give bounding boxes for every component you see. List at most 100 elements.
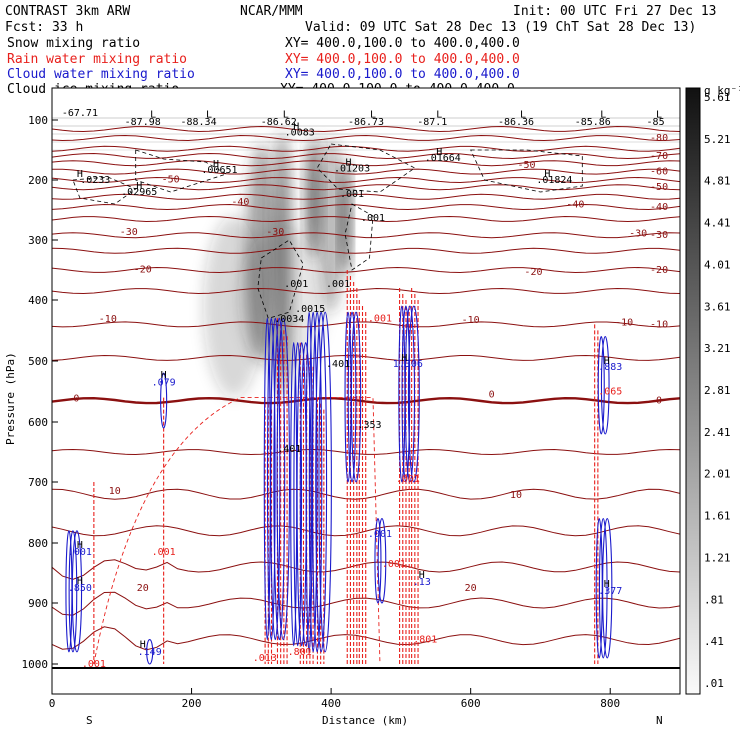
low-marker: L	[206, 110, 212, 121]
temp-contour-line	[52, 448, 680, 456]
snow-label: .001	[284, 279, 308, 290]
high-marker: H	[77, 540, 83, 551]
snow-label: .001	[340, 189, 364, 200]
cloud-water-label: .079	[152, 377, 176, 388]
low-marker: L	[150, 110, 156, 121]
cloud-water-label: .883	[598, 362, 622, 373]
model-title: CONTRAST 3km ARW	[5, 4, 130, 19]
temp-contour-line	[52, 152, 680, 160]
snow-contour-loop	[135, 149, 228, 193]
high-marker: H	[346, 158, 352, 169]
legend-cloudwater-name: Cloud water mixing ratio	[7, 67, 195, 82]
y-tick-label: 800	[28, 537, 48, 550]
temperature-contour-value: -30	[650, 230, 668, 241]
rain-label: .001	[382, 559, 406, 570]
cloud-water-contour	[347, 311, 357, 483]
snow-max-label: .01664	[425, 153, 461, 164]
colorbar-level-label: 4.81	[704, 175, 731, 188]
colorbar-level-label: 1.61	[704, 510, 731, 523]
y-tick-label: 1000	[22, 658, 49, 671]
x-tick-label: 800	[600, 697, 620, 710]
x-tick-label: 400	[321, 697, 341, 710]
ice-plume	[237, 228, 328, 374]
plot-content: -67.71 -87.98 -88.34 -86.62 -86.73 -87.1 -86.3…	[52, 108, 680, 670]
x-end-label-left: S	[86, 714, 93, 727]
temp-contour-line	[52, 145, 680, 152]
temperature-label: -40	[566, 200, 584, 211]
cloud-water-contour	[377, 518, 387, 604]
high-marker: H	[293, 122, 299, 133]
high-marker: H	[213, 159, 219, 170]
temperature-label: -50	[517, 160, 535, 171]
temp-contour-line	[52, 266, 680, 274]
colorbar-level-label: 2.81	[704, 384, 731, 397]
high-marker: H	[401, 353, 407, 364]
y-axis-label: Pressure (hPa)	[4, 352, 17, 445]
legend-rain-name: Rain water mixing ratio	[7, 52, 187, 67]
cloud-water-label: 1.306	[393, 359, 423, 370]
cloud-water-contour	[401, 305, 411, 483]
snow-label: .001	[361, 213, 385, 224]
high-marker: H	[419, 570, 425, 581]
cloud-water-contour	[299, 342, 312, 647]
temp-contour-line	[52, 215, 680, 223]
snow-contour-loop	[72, 176, 137, 205]
contour-labels: -67.71 -87.98 -88.34 -86.62 -86.73 -87.1 -86.3…	[62, 108, 668, 670]
temp-contour-line	[52, 203, 680, 211]
colorbar-level-label: 2.01	[704, 468, 731, 481]
cloud-water-label: .001	[68, 547, 92, 558]
rain-label: .801	[288, 647, 312, 658]
snow-contours	[72, 143, 583, 319]
temp-contour-line	[52, 591, 680, 616]
temperature-label: 10	[510, 490, 522, 501]
x-tick-label: 200	[182, 697, 202, 710]
rain-label: .001	[368, 313, 392, 324]
colorbar-ticks: .01 .41 .81 1.21 1.61 2.01 2.41 2.81 3.21 3.61 4.0…	[704, 91, 731, 690]
rain-label: .013	[253, 653, 277, 664]
colorbar-level-label: 1.21	[704, 551, 731, 564]
low-marker: L	[520, 110, 526, 121]
high-marker: H	[77, 576, 83, 587]
valid-time: Valid: 09 UTC Sat 28 Dec 13 (19 ChT Sat …	[305, 20, 696, 35]
top-min-label: -86.73	[348, 117, 384, 128]
colorbar-level-label: 3.21	[704, 342, 731, 355]
cloud-water-contours	[65, 305, 613, 665]
cloud-water-contour	[315, 311, 328, 653]
temperature-label: 20	[137, 583, 149, 594]
high-marker: H	[140, 640, 146, 651]
temperature-label: -10	[99, 314, 117, 325]
y-tick-label: 700	[28, 476, 48, 489]
temp-contour-line	[52, 184, 680, 191]
high-marker: H	[604, 579, 610, 590]
temperature-label: 10	[109, 486, 121, 497]
snow-label: .001	[326, 279, 350, 290]
cloud-water-contour	[160, 372, 168, 429]
temperature-label: 0	[489, 390, 495, 401]
low-marker: L	[656, 110, 662, 121]
colorbar-level-label: 2.41	[704, 426, 731, 439]
colorbar-level-label: 4.41	[704, 217, 731, 230]
cloud-water-contour	[407, 305, 420, 483]
x-end-label-right: N	[656, 714, 663, 727]
cloud-water-contour	[318, 311, 332, 653]
snow-max-label: .0083	[285, 128, 315, 139]
low-marker: L	[370, 110, 376, 121]
snow-contour-loop	[470, 149, 583, 193]
temperature-label: 20	[465, 583, 477, 594]
top-min-label: -85	[647, 117, 665, 128]
ice-label: .401	[277, 444, 301, 455]
low-marker: L	[436, 110, 442, 121]
temp-contour-line	[52, 193, 680, 200]
rain-label: .001	[82, 659, 106, 670]
temperature-label: -30	[629, 228, 647, 239]
org-title: NCAR/MMM	[240, 4, 303, 19]
y-axis: 100 200 300 400 500 600 700 800 900 1000	[22, 114, 58, 671]
snow-max-label: .02965	[121, 187, 157, 198]
colorbar-unit: g kg⁻¹	[704, 84, 740, 97]
y-tick-label: 500	[28, 355, 48, 368]
cloud-water-contour	[598, 518, 608, 659]
snow-contour-loop	[316, 143, 416, 193]
y-tick-label: 300	[28, 234, 48, 247]
cloud-water-contour	[273, 317, 286, 641]
x-tick-label: 600	[461, 697, 481, 710]
